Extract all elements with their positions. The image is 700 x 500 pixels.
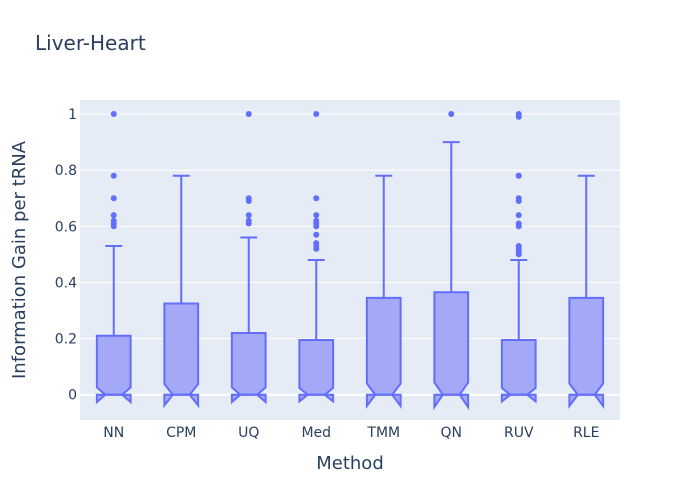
outlier-point xyxy=(515,220,522,227)
box-med xyxy=(298,111,335,404)
outlier-point xyxy=(515,111,522,118)
notched-box xyxy=(163,302,200,409)
y-tick-label: 0.8 xyxy=(55,163,77,179)
x-tick-label: UQ xyxy=(238,425,259,441)
boxes xyxy=(95,111,605,411)
notched-box xyxy=(365,296,402,409)
y-tick-label: 0.6 xyxy=(55,219,77,235)
outlier-point xyxy=(515,212,522,219)
notched-box xyxy=(433,291,470,411)
box-rle xyxy=(568,174,605,409)
notched-box xyxy=(230,331,267,405)
x-tick-label: CPM xyxy=(166,425,196,441)
outlier-point xyxy=(313,111,320,118)
box-uq xyxy=(230,111,267,405)
outlier-point xyxy=(313,240,320,247)
outlier-point xyxy=(448,111,455,118)
outlier-point xyxy=(245,195,252,202)
outlier-point xyxy=(515,172,522,179)
x-axis-title: Method xyxy=(316,453,384,474)
x-axis-ticks: NN CPM UQ Med TMM QN RUV RLE xyxy=(103,425,599,441)
x-tick-label: RLE xyxy=(573,425,599,441)
outlier-point xyxy=(110,195,117,202)
box-tmm xyxy=(365,174,402,409)
outlier-point xyxy=(313,217,320,224)
y-tick-label: 0 xyxy=(68,388,77,404)
outlier-point xyxy=(245,212,252,219)
outlier-point xyxy=(313,231,320,238)
y-tick-label: 0.2 xyxy=(55,332,77,348)
y-axis-ticks: 0 0.2 0.4 0.6 0.8 1 xyxy=(55,107,77,404)
chart-title: Liver-Heart xyxy=(35,31,146,55)
outlier-point xyxy=(313,212,320,219)
x-tick-label: QN xyxy=(441,425,463,441)
x-tick-label: NN xyxy=(103,425,124,441)
outlier-point xyxy=(110,212,117,219)
notched-box xyxy=(95,334,132,405)
outlier-point xyxy=(245,217,252,224)
outlier-point xyxy=(110,172,117,179)
x-tick-label: TMM xyxy=(366,425,400,441)
box-qn xyxy=(433,111,470,411)
notched-box xyxy=(500,339,537,404)
outlier-point xyxy=(515,242,522,249)
box-nn xyxy=(95,111,132,405)
box-ruv xyxy=(500,111,537,404)
box-cpm xyxy=(163,174,200,409)
y-tick-label: 1 xyxy=(68,107,77,123)
x-tick-label: RUV xyxy=(504,425,534,441)
outlier-point xyxy=(110,217,117,224)
outlier-point xyxy=(245,111,252,118)
y-axis-title: Information Gain per tRNA xyxy=(9,140,30,379)
outlier-point xyxy=(313,195,320,202)
notched-box xyxy=(298,339,335,404)
outlier-point xyxy=(515,195,522,202)
outlier-point xyxy=(110,111,117,118)
plot-area xyxy=(80,100,620,420)
x-tick-label: Med xyxy=(301,425,331,441)
notched-box xyxy=(568,296,605,409)
y-tick-label: 0.4 xyxy=(55,275,77,291)
